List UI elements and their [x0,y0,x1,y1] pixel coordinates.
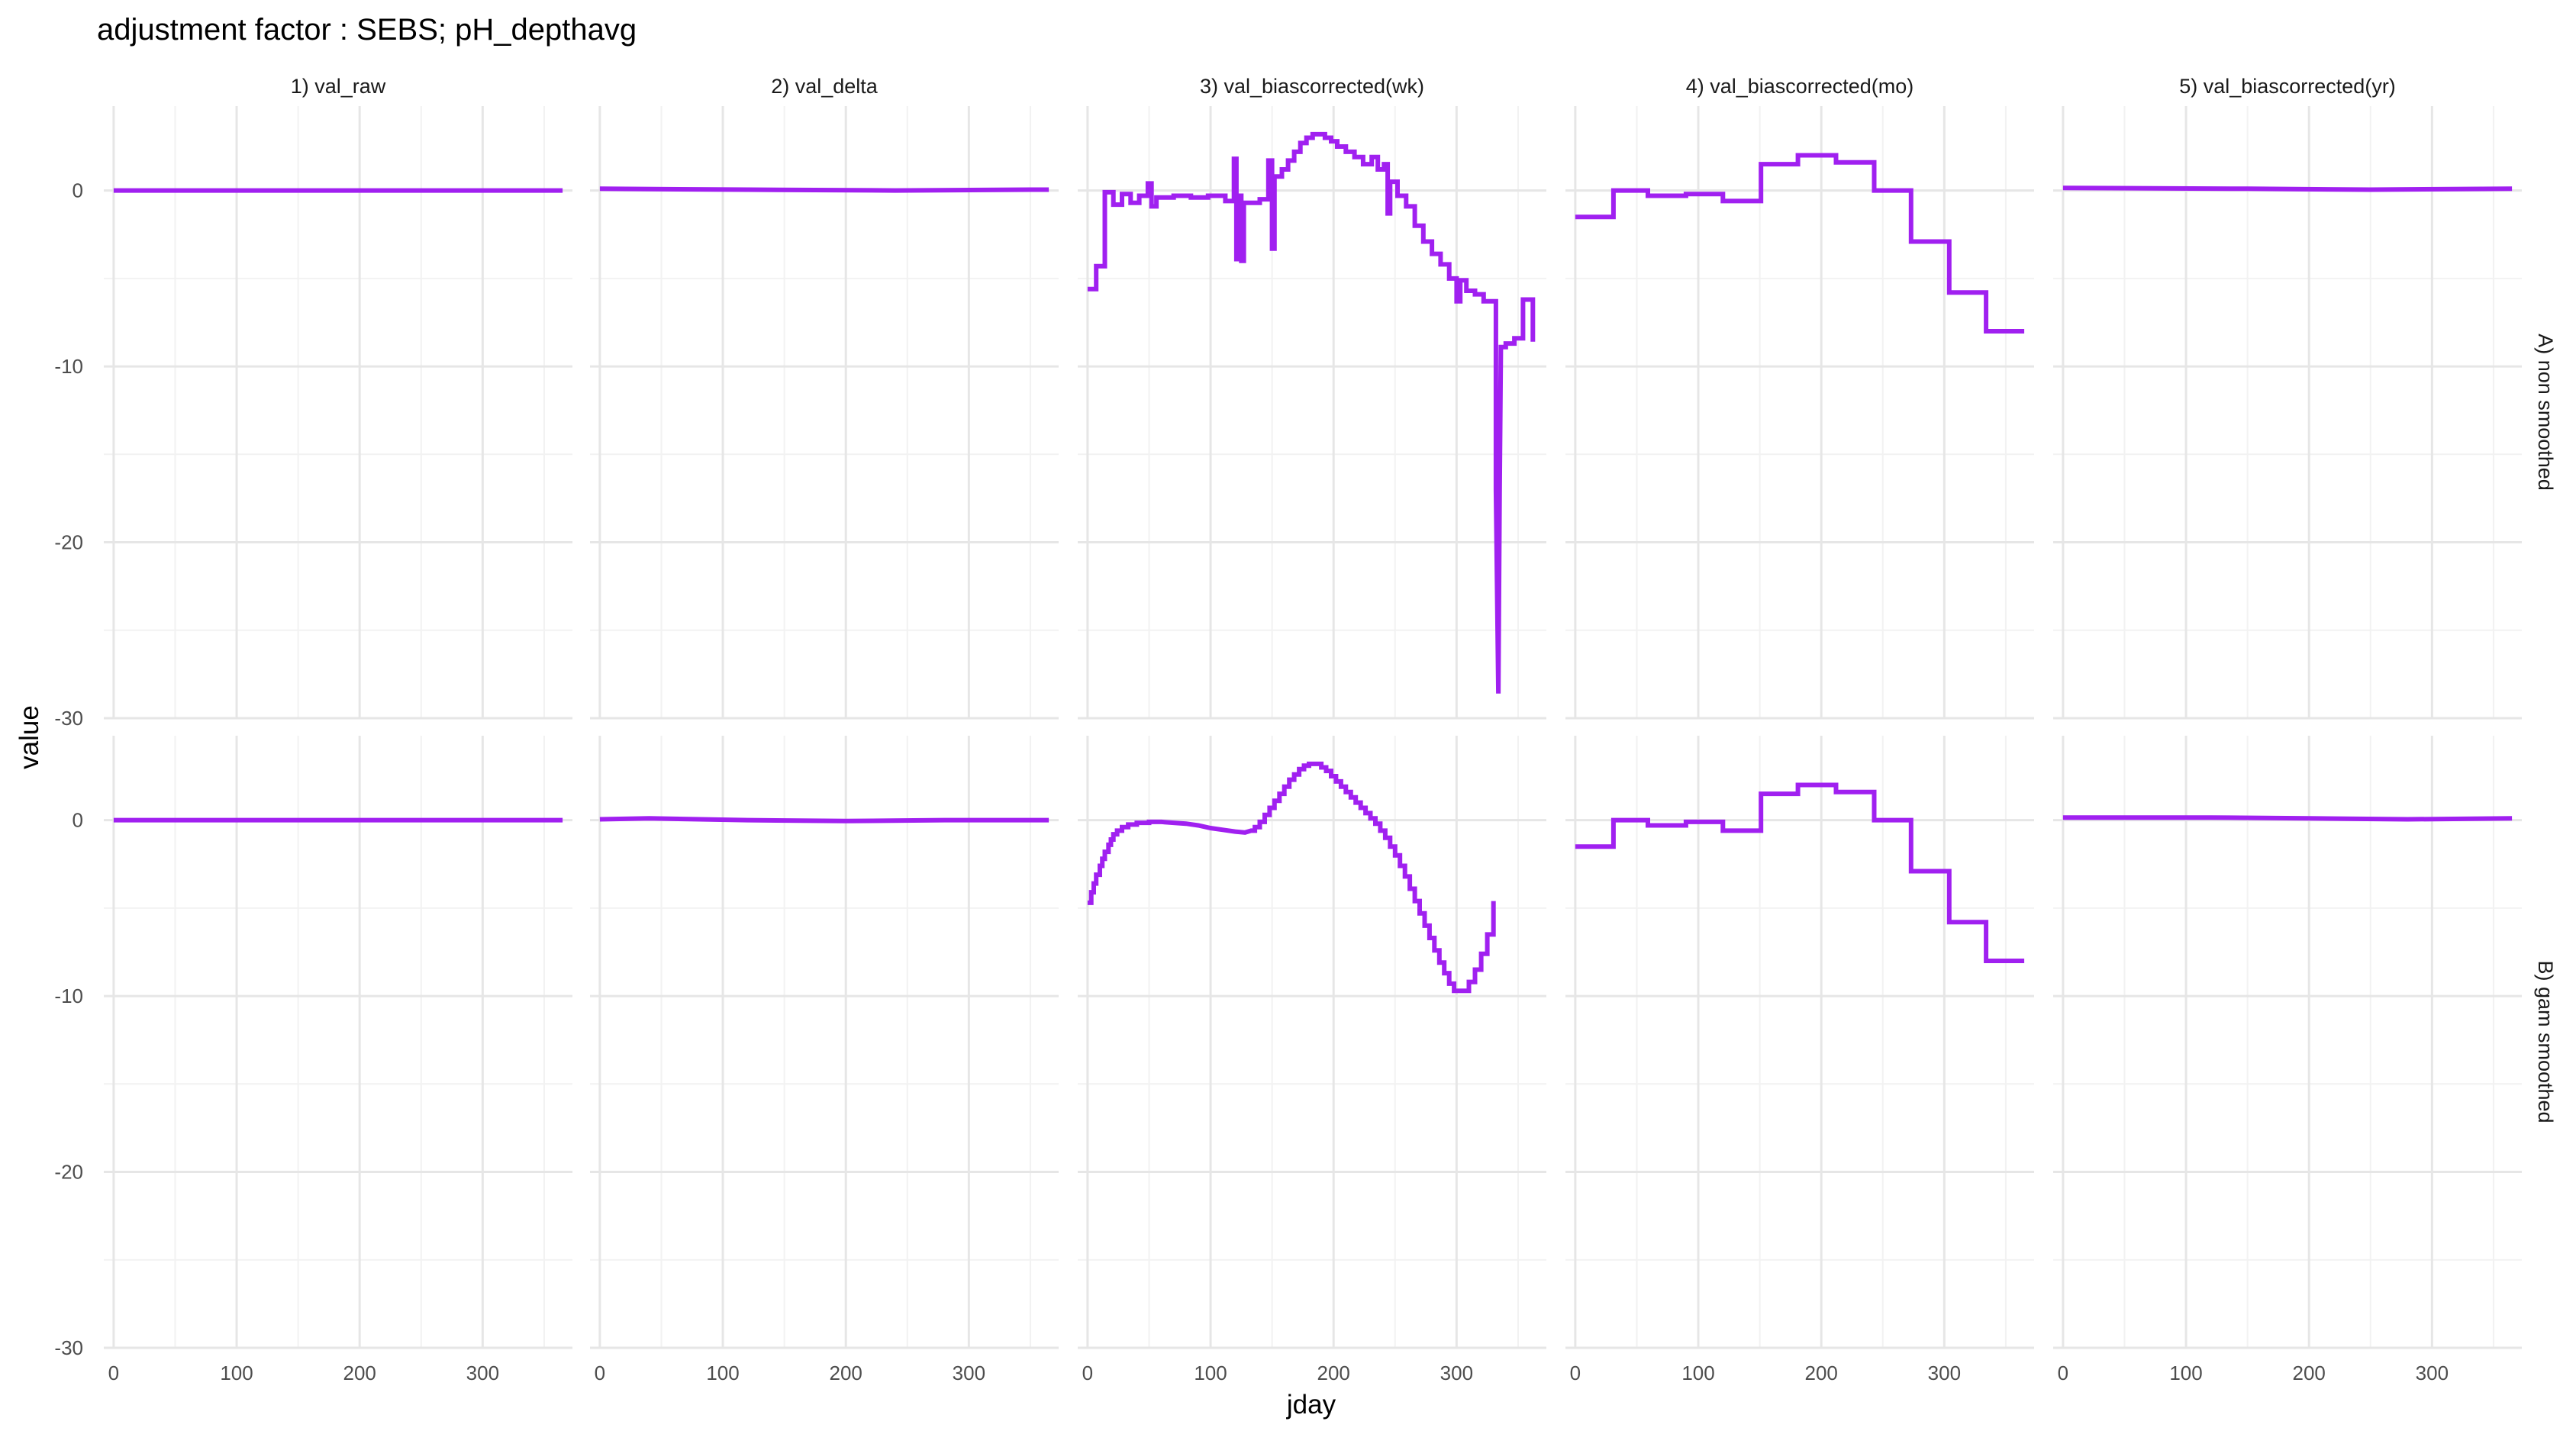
panel-1-a [104,106,572,720]
x-tick-label: 100 [706,1362,739,1384]
chart-title: adjustment factor : SEBS; pH_depthavg [97,13,637,47]
axes-layer: 0 -10 -20 -30 0 -10 -20 -30 0 100 200 300 0 100 200 300… [54,179,2449,1384]
panel-1-b [104,736,572,1349]
panel-5-b [2053,736,2522,1349]
column-strip-label: 5) val_biascorrected(yr) [2179,75,2396,98]
series-line [1087,131,1536,694]
panel-5-a [2053,106,2522,720]
series-line [1575,153,2025,334]
x-tick-label: 200 [1317,1362,1350,1384]
y-tick-label: -30 [54,1336,83,1359]
y-axis-title: value [15,705,44,769]
y-tick-label: -30 [54,707,83,730]
panel-2-a [590,106,1059,720]
x-tick-label: 100 [1681,1362,1714,1384]
x-tick-label: 0 [1082,1362,1093,1384]
series-line [599,816,1049,823]
x-tick-label: 300 [953,1362,985,1384]
panel-3-a [1078,106,1546,720]
series-line [1087,761,1496,994]
series-line [2062,815,2513,822]
y-tick-label: -20 [54,1161,83,1184]
y-tick-label: -20 [54,531,83,554]
panel-3-b [1078,736,1546,1349]
row-strip-label: A) non smoothed [2534,334,2557,491]
y-tick-label: 0 [73,809,83,832]
series-line [599,186,1049,193]
x-tick-label: 0 [1570,1362,1581,1384]
x-tick-label: 100 [220,1362,253,1384]
column-strip-label: 4) val_biascorrected(mo) [1686,75,1914,98]
x-tick-label: 200 [2293,1362,2326,1384]
panels-layer [104,106,2522,1349]
x-tick-label: 300 [466,1362,499,1384]
column-strip-label: 1) val_raw [291,75,386,98]
x-tick-label: 0 [595,1362,605,1384]
panel-4-a [1565,106,2034,720]
row-strip-label: B) gam smoothed [2534,960,2557,1123]
x-tick-label: 200 [830,1362,862,1384]
x-tick-label: 300 [1440,1362,1473,1384]
series-line [2062,185,2513,192]
x-tick-label: 300 [1928,1362,1961,1384]
column-strip-label: 2) val_delta [771,75,879,98]
x-tick-label: 300 [2416,1362,2449,1384]
series-line [1575,782,2025,963]
panel-4-b [1565,736,2034,1349]
x-tick-label: 100 [2169,1362,2202,1384]
x-axis-title: jday [1286,1390,1336,1420]
x-tick-label: 100 [1194,1362,1227,1384]
x-tick-label: 0 [2058,1362,2068,1384]
x-tick-label: 200 [1805,1362,1838,1384]
y-tick-label: -10 [54,355,83,378]
column-strip-label: 3) val_biascorrected(wk) [1200,75,1424,98]
x-tick-label: 0 [108,1362,119,1384]
x-tick-label: 200 [343,1362,376,1384]
y-tick-label: 0 [73,179,83,202]
strips-layer: 1) val_raw 2) val_delta 3) val_biascorrect… [291,75,2557,1123]
panel-2-b [590,736,1059,1349]
y-tick-label: -10 [54,985,83,1007]
